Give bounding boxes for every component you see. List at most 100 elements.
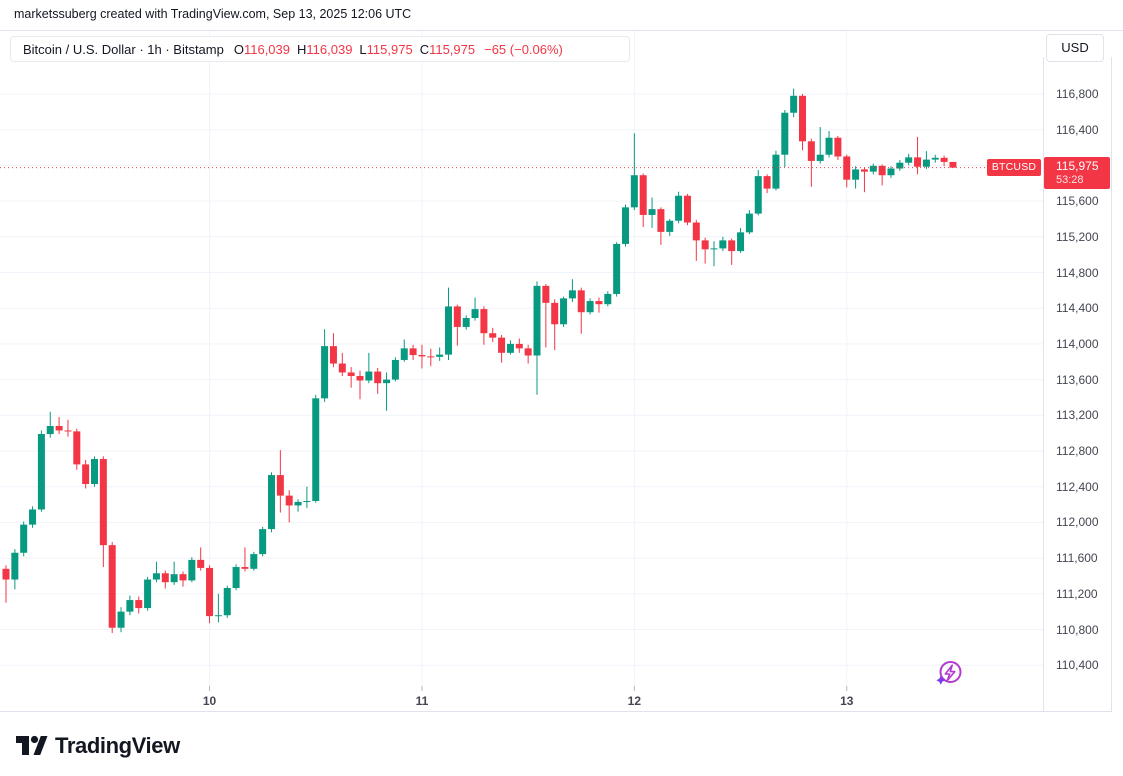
candle	[179, 574, 187, 581]
candle	[20, 524, 28, 553]
price-axis-label: 114,000	[1056, 336, 1099, 351]
candle	[816, 154, 824, 161]
candle	[108, 545, 116, 628]
candle	[860, 169, 868, 172]
candle	[799, 95, 806, 142]
candle	[285, 495, 293, 506]
candle	[498, 337, 506, 353]
candle	[99, 459, 107, 546]
candle	[914, 157, 922, 167]
candle	[790, 95, 798, 113]
price-axis-label: 110,400	[1056, 658, 1099, 673]
candle	[400, 348, 408, 360]
candle	[657, 209, 665, 232]
candle	[223, 587, 231, 616]
candle	[161, 573, 169, 583]
candle	[931, 157, 939, 160]
price-axis-label: 114,800	[1056, 265, 1099, 280]
price-axis-label: 112,000	[1056, 515, 1099, 530]
price-axis-label: 112,800	[1056, 444, 1099, 458]
candle	[728, 240, 736, 252]
candle	[11, 552, 19, 580]
price-axis-label: 116,400	[1056, 122, 1099, 137]
candle	[506, 343, 514, 353]
price-axis-label: 115,600	[1056, 194, 1099, 209]
price-axis-label: 110,800	[1056, 622, 1099, 637]
candle	[586, 301, 594, 313]
candle	[365, 371, 373, 381]
candle	[37, 434, 45, 510]
candle	[949, 161, 957, 168]
price-axis-label: 112,400	[1056, 479, 1099, 494]
candle	[896, 162, 904, 169]
price-axis-label: 113,600	[1056, 372, 1099, 387]
price-axis-label: 111,600	[1056, 551, 1098, 566]
candle	[869, 165, 877, 172]
candle	[843, 156, 851, 180]
candlestick-chart[interactable]	[0, 30, 1043, 711]
time-axis[interactable]: 10 11 12 13	[0, 686, 1043, 712]
candle	[356, 376, 364, 381]
attribution-bar: marketssuberg created with TradingView.c…	[0, 0, 1123, 31]
candle	[126, 600, 134, 612]
candle	[55, 426, 63, 431]
candle	[613, 243, 621, 294]
chart-right-border	[1111, 57, 1112, 711]
candle	[737, 232, 745, 252]
candle	[338, 363, 346, 373]
chart-legend[interactable]: Bitcoin / U.S. Dollar · 1h · Bitstamp O1…	[10, 36, 630, 62]
candle	[82, 464, 90, 485]
candle	[710, 248, 718, 250]
candle	[321, 346, 329, 399]
candle	[91, 459, 98, 485]
last-price-symbol-badge: BTCUSD	[987, 158, 1041, 176]
lightning-circle-icon[interactable]	[934, 659, 964, 689]
currency-button[interactable]: USD	[1046, 34, 1104, 62]
candle	[524, 348, 532, 356]
candle	[922, 159, 930, 167]
candle	[250, 554, 258, 569]
candle	[453, 306, 461, 327]
candle	[374, 371, 382, 384]
candle	[29, 509, 37, 525]
candle	[648, 209, 656, 215]
candle	[560, 298, 568, 325]
candle	[887, 168, 895, 176]
price-axis-label: 111,200	[1056, 586, 1098, 601]
candle	[383, 379, 391, 384]
candle	[259, 529, 267, 555]
candle	[940, 157, 948, 162]
candle	[480, 309, 488, 334]
candle	[206, 567, 214, 617]
candle	[701, 240, 709, 250]
candle	[533, 285, 541, 356]
candle	[878, 165, 886, 176]
candle	[117, 611, 125, 628]
candle	[471, 309, 479, 319]
candle	[675, 195, 683, 221]
candle	[719, 240, 727, 249]
tradingview-logo-icon	[16, 735, 48, 755]
candle	[276, 475, 284, 496]
price-axis-label: 113,200	[1056, 408, 1099, 423]
candle	[197, 559, 205, 568]
last-price-value: 115,975	[1056, 158, 1099, 173]
candle	[436, 354, 444, 357]
ohlc-open: O116,039	[233, 41, 290, 57]
candle	[312, 398, 320, 501]
candle	[489, 333, 497, 338]
candle	[445, 306, 452, 355]
candle	[303, 500, 311, 502]
time-axis-label: 12	[627, 694, 642, 708]
candle	[905, 157, 913, 163]
candle	[144, 579, 152, 609]
candle	[2, 568, 10, 580]
candle	[825, 137, 833, 155]
tradingview-logo[interactable]: TradingView	[14, 731, 180, 761]
candle	[73, 431, 81, 465]
candle	[772, 154, 780, 189]
ohlc-close: C115,975	[419, 41, 476, 57]
last-price-axis-label: 115,975 53:28	[1044, 156, 1110, 189]
price-axis-label: 114,400	[1056, 301, 1099, 316]
candle	[46, 426, 54, 435]
